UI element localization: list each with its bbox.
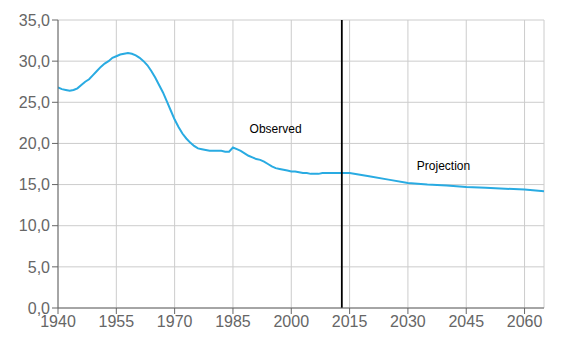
svg-text:20,0: 20,0 xyxy=(19,135,50,152)
svg-text:1970: 1970 xyxy=(157,313,193,330)
svg-text:5,0: 5,0 xyxy=(28,259,50,276)
svg-text:25,0: 25,0 xyxy=(19,94,50,111)
svg-text:15,0: 15,0 xyxy=(19,176,50,193)
svg-text:10,0: 10,0 xyxy=(19,217,50,234)
svg-text:2060: 2060 xyxy=(507,313,543,330)
svg-text:30,0: 30,0 xyxy=(19,53,50,70)
svg-text:35,0: 35,0 xyxy=(19,12,50,29)
svg-text:Projection: Projection xyxy=(417,159,470,173)
svg-text:1955: 1955 xyxy=(99,313,135,330)
svg-text:0,0: 0,0 xyxy=(28,300,50,317)
svg-text:1940: 1940 xyxy=(40,313,76,331)
svg-text:2045: 2045 xyxy=(448,313,484,330)
svg-text:2015: 2015 xyxy=(332,313,368,330)
svg-text:1985: 1985 xyxy=(215,313,251,330)
svg-text:Observed: Observed xyxy=(250,122,302,136)
svg-text:2000: 2000 xyxy=(273,313,309,330)
svg-text:2030: 2030 xyxy=(390,313,426,330)
